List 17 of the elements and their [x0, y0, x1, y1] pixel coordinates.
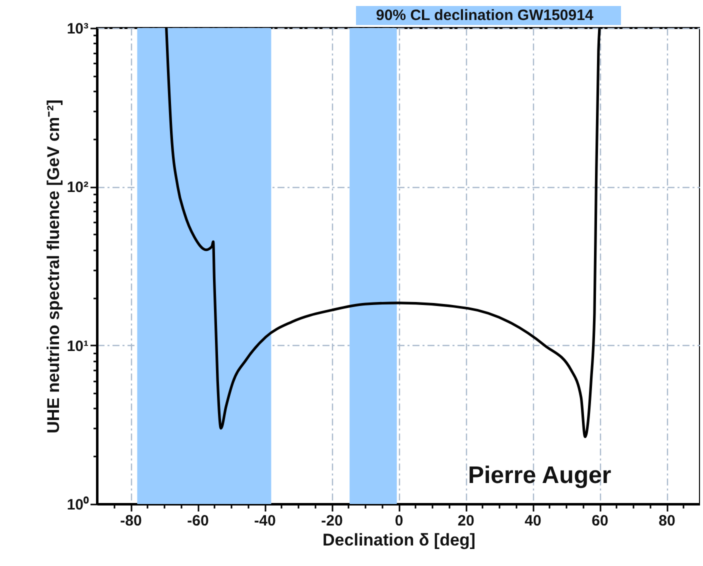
x-tick-label: 0 [394, 512, 404, 530]
x-tick-label: -60 [187, 512, 209, 530]
y-tick-label: 10¹ [66, 338, 88, 355]
x-tick-label: 20 [458, 512, 474, 530]
annotation: Pierre Auger [468, 462, 612, 490]
x-tick-label: 60 [592, 512, 608, 530]
text: 90% CL declination GW150914 [356, 6, 622, 25]
x-tick-label: 40 [524, 512, 542, 530]
x-tick-label: -40 [254, 512, 276, 530]
y-tick-label: 10⁰ [66, 496, 90, 514]
x-tick-label: -80 [120, 512, 142, 530]
y-axis-title: UHE neutrino spectral fluence [GeV cm⁻²] [44, 100, 63, 434]
y-tick-label: 10² [66, 179, 88, 196]
x-axis-title: Declination δ [deg] [322, 530, 476, 550]
x-tick-label: 80 [658, 512, 676, 530]
y-tick-label: 10³ [66, 20, 88, 38]
x-tick-label: -20 [321, 512, 343, 530]
